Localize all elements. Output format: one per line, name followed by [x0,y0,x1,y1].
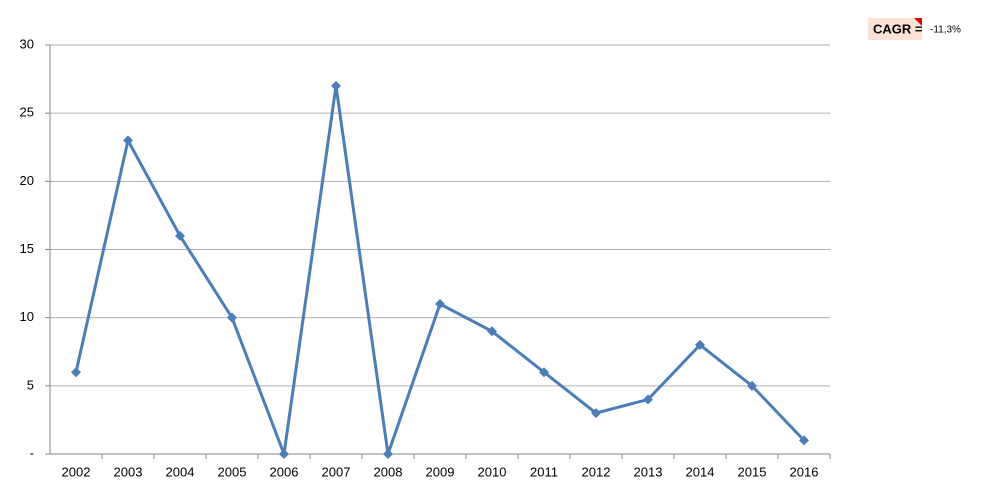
x-tick-label: 2009 [426,464,455,479]
y-tick-label: 25 [20,105,34,120]
y-tick-label: 30 [20,36,34,51]
x-tick-label: 2002 [62,464,91,479]
y-tick-label: - [30,445,34,460]
marker [591,408,601,419]
x-tick-label: 2014 [686,464,715,479]
x-tick-label: 2008 [374,464,403,479]
x-tick-label: 2007 [322,464,351,479]
x-tick-label: 2005 [218,464,247,479]
x-tick-label: 2004 [166,464,195,479]
x-tick-label: 2013 [634,464,663,479]
y-tick-label: 10 [20,309,34,324]
marker [279,449,289,459]
x-tick-label: 2016 [790,464,819,479]
annotation-box [868,18,922,40]
x-tick-label: 2003 [114,464,143,479]
marker [487,326,497,337]
marker [123,135,133,146]
marker [435,299,445,310]
annotation-label: CAGR = [873,21,923,36]
marker [799,435,809,446]
y-tick-label: 15 [20,241,34,256]
marker [747,380,757,391]
y-tick-label: 20 [20,173,34,188]
marker [643,394,653,405]
x-tick-label: 2006 [270,464,299,479]
comment-marker [914,18,922,26]
marker [175,230,185,241]
x-tick-label: 2010 [478,464,507,479]
marker [539,367,549,378]
marker [383,449,393,459]
marker [227,312,237,323]
y-tick-label: 5 [27,377,34,392]
annotation-value: -11,3% [930,25,961,36]
x-tick-label: 2011 [530,464,558,479]
marker [695,339,705,350]
marker [331,80,341,91]
line [74,85,806,455]
x-tick-label: 2012 [582,464,611,479]
marker [71,367,81,378]
x-tick-label: 2015 [738,464,767,479]
